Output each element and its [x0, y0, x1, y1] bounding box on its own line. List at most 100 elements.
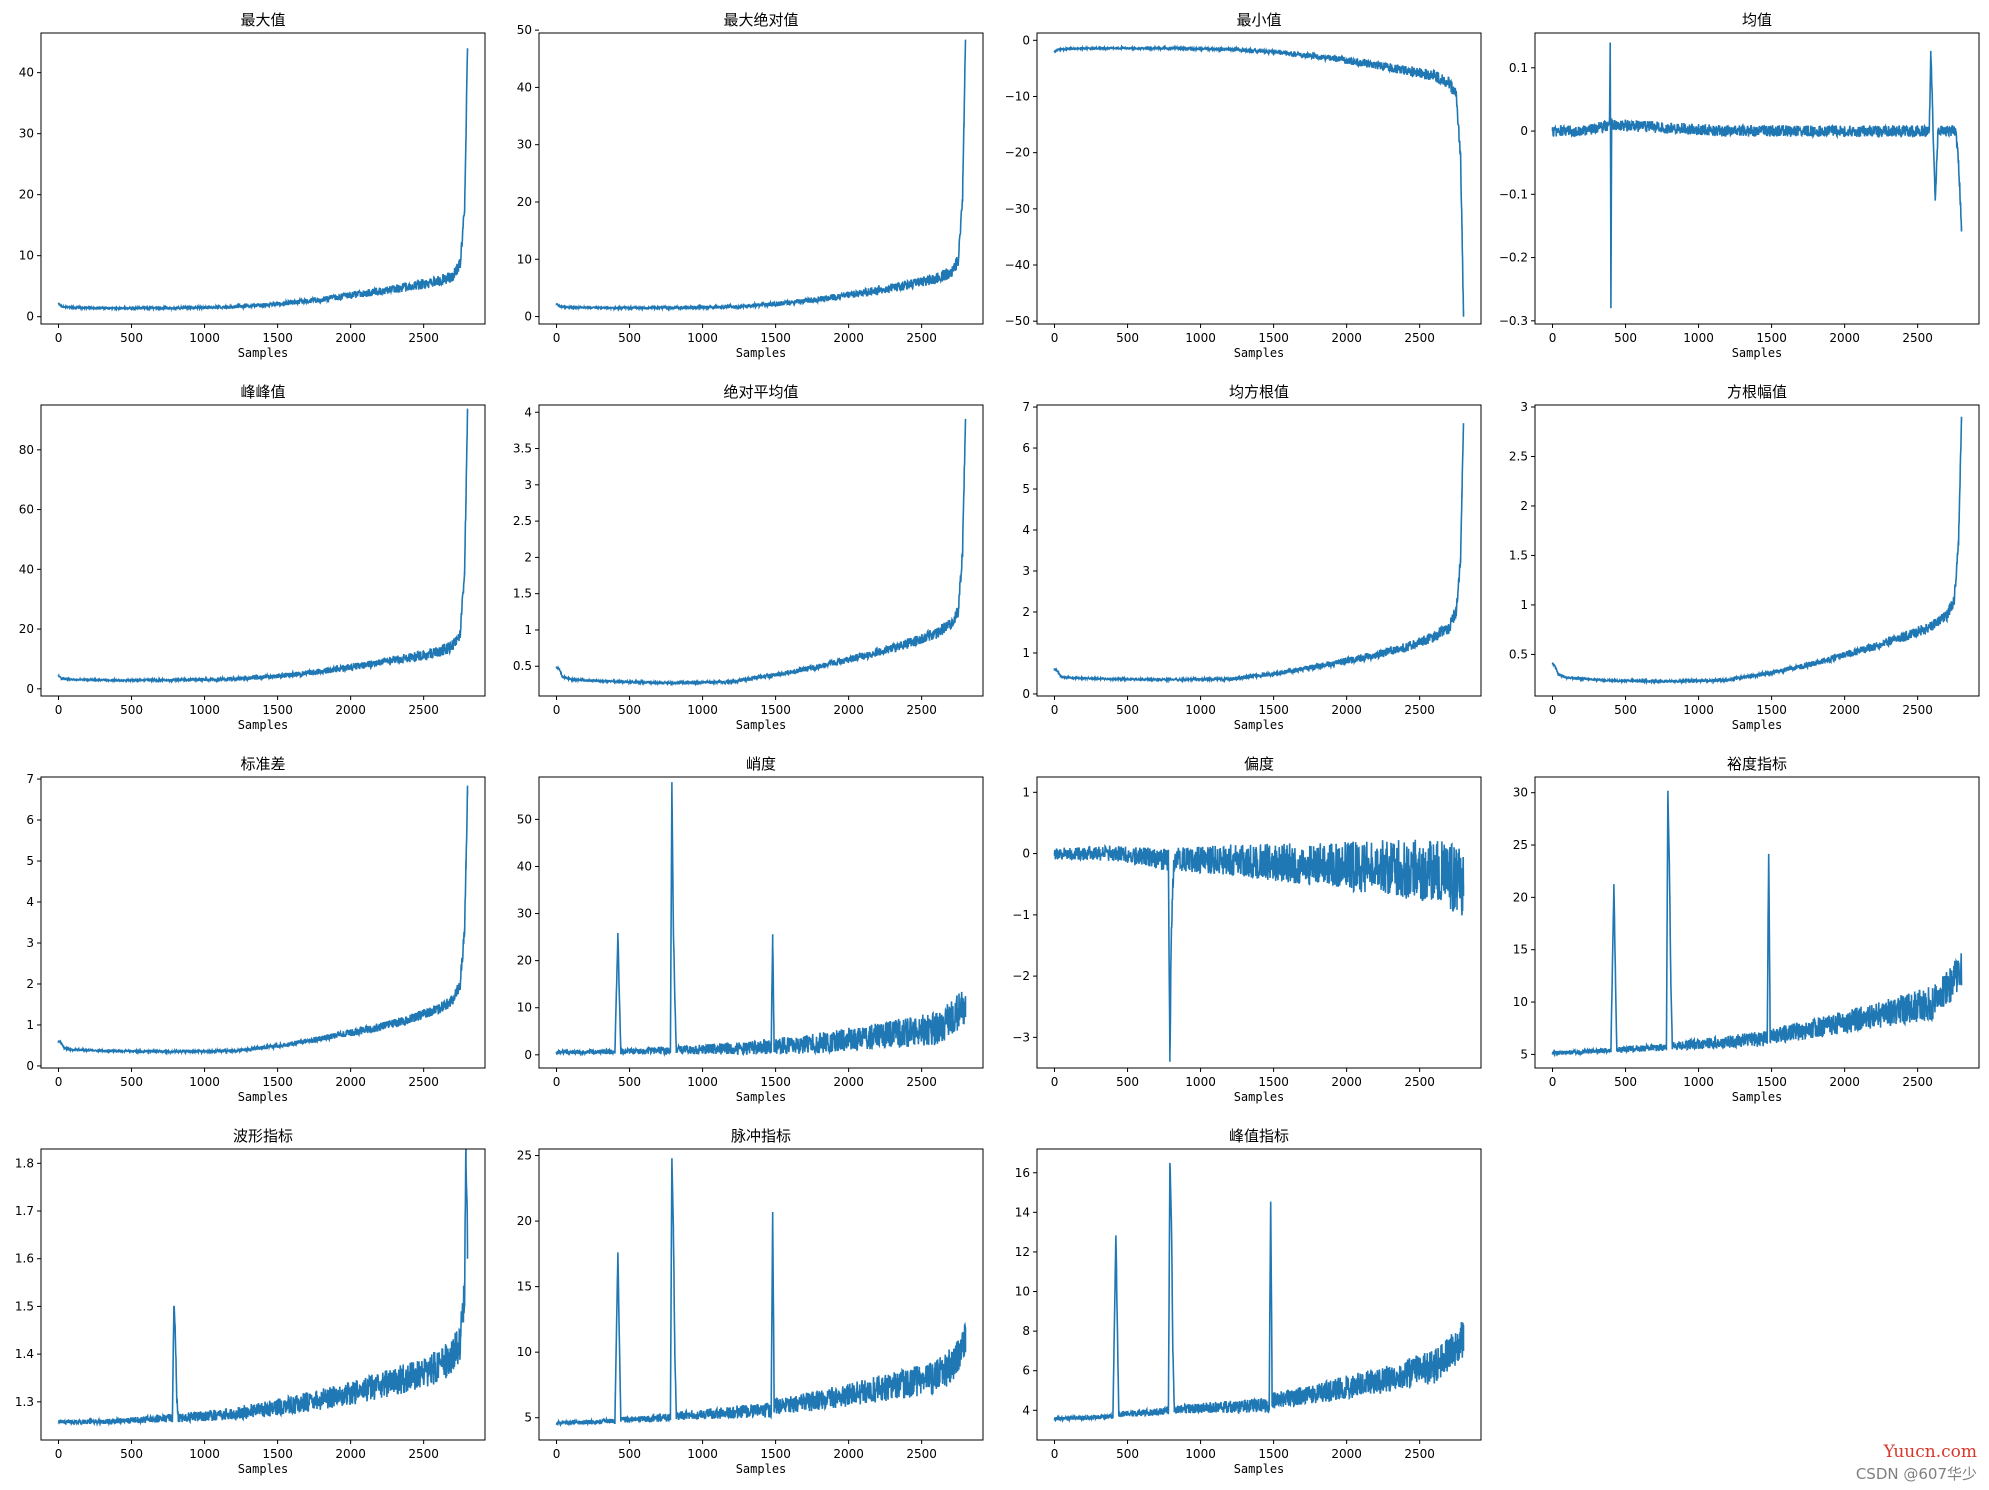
x-tick-label: 2500 [1902, 331, 1933, 345]
x-tick-label: 2000 [833, 1447, 864, 1461]
x-tick-label: 500 [1116, 703, 1139, 717]
y-tick-label: 2 [1022, 605, 1030, 619]
subplot-9: 0 500 1000 1500 2000 2500 0 1 2 3 4 5 6 7 标准差 Samples [26, 755, 486, 1104]
subplot-8: 0 500 1000 1500 2000 2500 0.5 1 1.5 2 2.5 3 方根幅值 Samp… [1509, 383, 1980, 732]
x-tick-label: 500 [618, 1075, 641, 1089]
y-tick-label: 7 [26, 772, 34, 786]
axes-frame [1036, 1148, 1482, 1441]
y-tick-label: 0.5 [1509, 647, 1528, 661]
x-tick-label: 2500 [408, 1447, 439, 1461]
y-tick-label: −10 [1005, 89, 1030, 103]
axes-frame [1036, 776, 1482, 1069]
x-tick-label: 500 [1614, 331, 1637, 345]
x-tick-label: 0 [1549, 703, 1557, 717]
y-tick-label: 1.5 [1509, 548, 1528, 562]
y-tick-label: 20 [19, 622, 34, 636]
subplot-2: 0 500 1000 1500 2000 2500 0 10 20 30 40 50 最大绝对值 Samp… [517, 11, 984, 360]
x-tick-label: 2000 [335, 1447, 366, 1461]
x-axis-label: Samples [1234, 1090, 1285, 1104]
subplot-3: 0 500 1000 1500 2000 2500 −50 −40 −30 −20 −10 0 最小值 S… [1005, 11, 1482, 360]
y-tick-label: 3 [1022, 564, 1030, 578]
x-tick-label: 2000 [1331, 1447, 1362, 1461]
x-tick-label: 500 [618, 331, 641, 345]
x-tick-label: 0 [55, 703, 63, 717]
subplot-13: 0 500 1000 1500 2000 2500 1.3 1.4 1.5 1.6 1.7 1.8 波形… [15, 1127, 486, 1476]
x-tick-label: 2000 [1829, 331, 1860, 345]
axes-frame [538, 776, 984, 1069]
y-tick-label: 30 [517, 138, 532, 152]
x-tick-label: 1000 [1185, 331, 1216, 345]
x-tick-label: 1500 [262, 1447, 293, 1461]
x-tick-label: 1500 [760, 1447, 791, 1461]
subplot-7: 0 500 1000 1500 2000 2500 0 1 2 3 4 5 6 7 均方根值 Samples [1022, 383, 1482, 732]
x-tick-label: 1500 [262, 331, 293, 345]
x-tick-label: 1500 [760, 331, 791, 345]
x-tick-label: 500 [618, 1447, 641, 1461]
subplot-6: 0 500 1000 1500 2000 2500 0.5 1 1.5 2 2.5 3 3.5 4 绝对平均… [513, 383, 984, 732]
y-tick-label: −0.3 [1499, 314, 1528, 328]
x-tick-label: 2000 [1331, 1075, 1362, 1089]
x-tick-label: 0 [1051, 331, 1059, 345]
x-tick-label: 2000 [1331, 703, 1362, 717]
y-tick-label: 60 [19, 503, 34, 517]
series-line [555, 39, 967, 312]
y-tick-label: 10 [517, 1001, 532, 1015]
x-tick-label: 2500 [1404, 703, 1435, 717]
y-tick-label: 0 [1022, 687, 1030, 701]
y-tick-label: 5 [1520, 1047, 1528, 1061]
y-tick-label: 4 [26, 895, 34, 909]
x-tick-label: 0 [1051, 1447, 1059, 1461]
x-tick-label: 1500 [262, 1075, 293, 1089]
y-tick-label: 6 [1022, 441, 1030, 455]
x-tick-label: 500 [1116, 1447, 1139, 1461]
x-tick-label: 1000 [1185, 703, 1216, 717]
subplot-5: 0 500 1000 1500 2000 2500 0 20 40 60 80 峰峰值 Samples [19, 383, 486, 732]
y-tick-label: −0.1 [1499, 187, 1528, 201]
axes-frame [538, 1148, 984, 1441]
y-tick-label: 5 [524, 1411, 532, 1425]
x-tick-label: 2500 [906, 703, 937, 717]
x-axis-label: Samples [238, 1462, 289, 1476]
subplot-title: 脉冲指标 [731, 1127, 791, 1145]
x-tick-label: 2000 [1331, 331, 1362, 345]
axes-frame [1036, 32, 1482, 325]
x-tick-label: 1000 [189, 331, 220, 345]
y-tick-label: 10 [517, 1345, 532, 1359]
y-tick-label: 1.5 [513, 587, 532, 601]
axes-frame [1534, 404, 1980, 697]
x-tick-label: 1500 [1756, 1075, 1787, 1089]
x-tick-label: 1000 [1683, 703, 1714, 717]
x-tick-label: 1000 [687, 1075, 718, 1089]
series-line [555, 1158, 967, 1428]
x-axis-label: Samples [238, 1090, 289, 1104]
y-tick-label: 1.3 [15, 1395, 34, 1409]
y-tick-label: 20 [19, 188, 34, 202]
subplot-title: 偏度 [1244, 755, 1274, 773]
x-tick-label: 2000 [833, 1075, 864, 1089]
x-tick-label: 1500 [1258, 1075, 1289, 1089]
series-line [555, 418, 967, 687]
x-tick-label: 1500 [1258, 703, 1289, 717]
x-tick-label: 0 [553, 331, 561, 345]
y-tick-label: 1 [1022, 785, 1030, 799]
x-tick-label: 500 [1614, 1075, 1637, 1089]
y-tick-label: 0 [524, 1048, 532, 1062]
subplot-title: 方根幅值 [1727, 383, 1787, 401]
y-tick-label: 1 [26, 1018, 34, 1032]
y-tick-label: 1.8 [15, 1156, 34, 1170]
x-tick-label: 2000 [335, 703, 366, 717]
y-tick-label: 40 [517, 859, 532, 873]
x-tick-label: 1000 [687, 1447, 718, 1461]
x-tick-label: 0 [55, 1075, 63, 1089]
x-tick-label: 500 [120, 703, 143, 717]
x-tick-label: 1000 [687, 703, 718, 717]
x-tick-label: 0 [55, 1447, 63, 1461]
x-axis-label: Samples [736, 718, 787, 732]
y-tick-label: 12 [1015, 1245, 1030, 1259]
y-tick-label: 2.5 [513, 514, 532, 528]
subplot-15: 0 500 1000 1500 2000 2500 4 6 8 10 12 14 16 峰值指标 Sampl… [1015, 1127, 1482, 1476]
x-tick-label: 1000 [1185, 1447, 1216, 1461]
y-tick-label: 0 [26, 682, 34, 696]
x-tick-label: 2500 [906, 1447, 937, 1461]
subplot-title: 峭度 [746, 755, 776, 773]
